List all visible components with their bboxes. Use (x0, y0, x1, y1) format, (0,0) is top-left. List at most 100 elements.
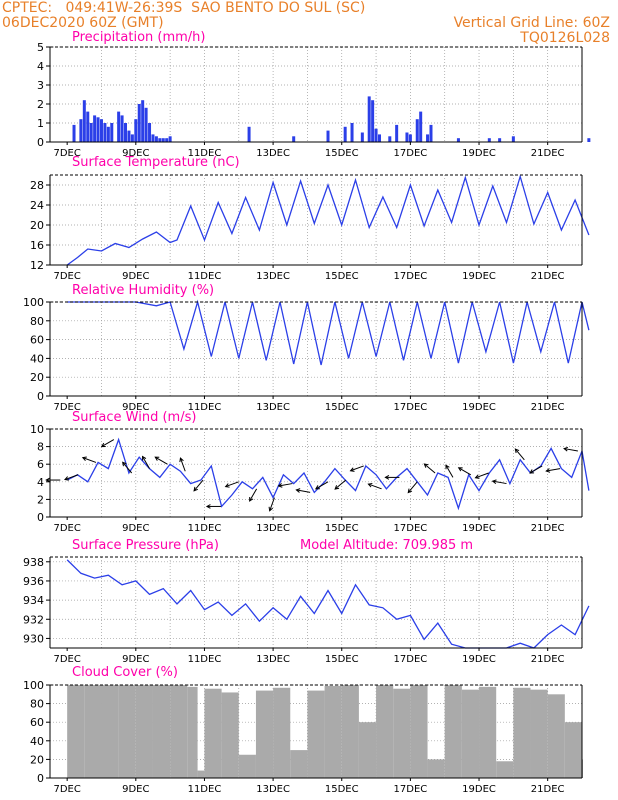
model-altitude: Model Altitude: 709.985 m (300, 538, 474, 553)
cloud-bar (307, 690, 325, 778)
precip-bar (130, 134, 134, 142)
cloud-title: Cloud Cover (%) (72, 665, 178, 680)
rh-xtick-label: 9DEC (122, 402, 149, 413)
precip-xtick-label: 19DEC (462, 148, 496, 159)
precip-bar (99, 119, 103, 142)
precip-bar (395, 124, 399, 142)
wind-arrow-head (384, 475, 390, 480)
rh-xtick-label: 21DEC (531, 402, 565, 413)
precip-bar (587, 138, 591, 142)
precip-ytick-label: 5 (37, 41, 44, 54)
header-grid-line: Vertical Grid Line: 60Z (453, 15, 610, 31)
precip-bar (405, 132, 409, 142)
precip-panel: 0 1 2 3 4 5 7DEC 9DEC 11DEC 13DEC 15DEC 17DEC 19DEC 2… (37, 41, 591, 159)
wind-arrow (458, 467, 472, 476)
rh-panel: 0 20 40 60 80 100 7DEC 9DEC 11DEC 13DEC 15DEC 17DEC… (23, 296, 590, 413)
temp-ytick-label: 12 (30, 259, 44, 272)
cloud-bar (358, 722, 377, 778)
precip-bar (292, 136, 296, 142)
rh-xtick-label: 13DEC (256, 402, 290, 413)
cloud-bar (393, 688, 411, 778)
pressure-xtick-label: 13DEC (256, 654, 290, 665)
pressure-ytick-label: 932 (23, 613, 44, 626)
wind-arrow (546, 468, 561, 472)
wind-arrow-head (529, 469, 535, 474)
precip-bar (148, 123, 152, 142)
wind-arrow-head (367, 482, 373, 488)
wind-arrow (407, 481, 418, 493)
cloud-bar (135, 685, 153, 778)
cloud-bar (547, 694, 565, 778)
precip-bar (419, 111, 423, 142)
wind-arrow (142, 456, 150, 469)
pressure-xtick-label: 7DEC (53, 654, 80, 665)
cloud-bar (461, 689, 480, 778)
temp-panel: 12 16 20 24 28 7DEC 9DEC 11DEC 13DEC 15DEC 17DEC 19… (30, 174, 590, 282)
wind-series-line (66, 437, 590, 511)
pressure-ytick-label: 938 (23, 556, 44, 569)
precip-bar (127, 130, 131, 142)
rh-xtick-label: 7DEC (53, 402, 80, 413)
wind-arrow-head (563, 446, 569, 452)
cloud-bar (376, 685, 394, 778)
wind-ytick-label: 8 (37, 441, 44, 454)
pressure-ytick-label: 934 (23, 594, 44, 607)
cloud-bar (496, 761, 514, 778)
precip-bar (367, 96, 371, 142)
precip-bar (429, 124, 433, 142)
precip-bar (408, 134, 412, 142)
wind-arrow-head (491, 479, 497, 485)
wind-xtick-label: 21DEC (531, 523, 565, 534)
cloud-bar (204, 688, 222, 778)
rh-xtick-label: 19DEC (462, 402, 496, 413)
wind-arrow (82, 457, 97, 463)
wind-xtick-label: 17DEC (394, 523, 428, 534)
precip-bar (498, 138, 502, 142)
cloud-bar (101, 685, 119, 778)
precip-ytick-label: 4 (37, 60, 44, 73)
cloud-bar (197, 770, 205, 778)
precip-ytick-label: 1 (37, 117, 44, 130)
cloud-panel: 0 20 40 60 80 100 7DEC 9DEC 11DEC 13DEC 15DEC 17DEC… (23, 679, 583, 795)
wind-arrow-head (154, 456, 160, 461)
wind-ytick-label: 0 (37, 511, 44, 524)
wind-arrows (45, 439, 578, 512)
wind-arrow (179, 457, 186, 472)
wind-arrow (296, 489, 311, 493)
cloud-ytick-label: 0 (37, 772, 44, 785)
cloud-bar (444, 685, 462, 778)
precip-bar (79, 119, 83, 142)
wind-ytick-label: 4 (37, 476, 44, 489)
precip-ytick-label: 3 (37, 79, 44, 92)
wind-arrow (334, 479, 347, 490)
precip-bar (415, 119, 419, 142)
cloud-xtick-label: 19DEC (462, 784, 496, 795)
precip-bar (161, 138, 165, 142)
rh-ytick-label: 100 (23, 296, 44, 309)
rh-xtick-label: 15DEC (325, 402, 359, 413)
wind-arrow (492, 480, 507, 485)
wind-arrow (445, 465, 454, 478)
wind-arrow-head (295, 488, 301, 493)
precip-bar (154, 136, 158, 142)
cloud-xtick-label: 7DEC (53, 784, 80, 795)
temp-series-line (66, 174, 590, 266)
precip-xtick-label: 11DEC (188, 148, 222, 159)
temp-xtick-label: 17DEC (394, 271, 428, 282)
precip-bar (89, 123, 93, 142)
cloud-bar (513, 687, 531, 778)
wind-arrow-head (142, 455, 147, 461)
rh-ytick-label: 40 (30, 352, 44, 365)
wind-arrow-head (122, 461, 127, 467)
precip-xtick-label: 21DEC (531, 148, 565, 159)
temp-ytick-label: 20 (30, 219, 44, 232)
precip-bar (93, 115, 97, 142)
pressure-ytick-label: 930 (23, 632, 44, 645)
wind-arrow (350, 465, 364, 472)
cloud-xtick-label: 21DEC (531, 784, 565, 795)
precip-bar (371, 100, 375, 142)
header-date: 06DEC2020 60Z (GMT) (2, 15, 164, 31)
wind-arrow-head (474, 474, 480, 479)
cloud-bar (427, 759, 445, 778)
